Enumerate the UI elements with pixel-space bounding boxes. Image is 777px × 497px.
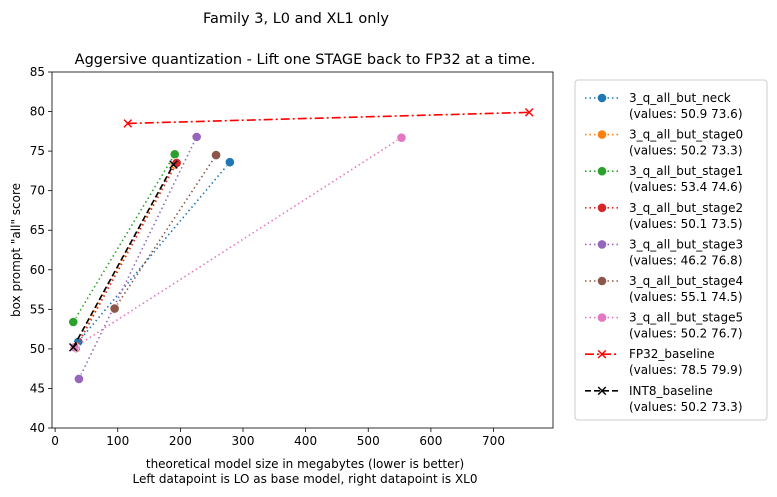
data-point-FP32_baseline	[123, 119, 133, 128]
legend-label-3_q_all_but_stage5: 3_q_all_but_stage5	[629, 311, 743, 325]
x-axis-label-line1: theoretical model size in megabytes (low…	[146, 457, 464, 471]
y-axis-label: box prompt "all" score	[9, 183, 23, 317]
legend-values-3_q_all_but_neck: (values: 50.9 73.6)	[629, 107, 743, 121]
data-point-3_q_all_but_stage5	[396, 132, 407, 143]
legend-values-3_q_all_but_stage0: (values: 50.2 73.3)	[629, 144, 743, 158]
x-tick-label: 300	[232, 434, 255, 448]
legend-marker-INT8_baseline	[597, 386, 607, 396]
legend-marker-3_q_all_but_stage3	[596, 239, 608, 250]
legend-label-3_q_all_but_stage3: 3_q_all_but_stage3	[629, 237, 743, 251]
legend-values-3_q_all_but_stage1: (values: 53.4 74.6)	[629, 180, 743, 194]
x-axis-label-line2: Left datapoint is LO as base model, righ…	[133, 472, 478, 486]
legend-marker-3_q_all_but_stage5	[596, 312, 608, 323]
series-line-FP32_baseline	[127, 111, 530, 125]
legend-values-3_q_all_but_stage4: (values: 55.1 74.5)	[629, 290, 743, 304]
chart-title: Aggersive quantization - Lift one STAGE …	[75, 52, 536, 68]
legend-label-3_q_all_but_neck: 3_q_all_but_neck	[629, 91, 731, 105]
y-tick-label: 70	[30, 184, 45, 198]
legend-values-INT8_baseline: (values: 50.2 73.3)	[629, 400, 743, 414]
series-line-3_q_all_but_stage0	[73, 164, 176, 348]
legend-marker-3_q_all_but_stage1	[596, 166, 608, 177]
y-tick-label: 85	[30, 65, 45, 79]
legend-marker-3_q_all_but_neck	[596, 92, 608, 104]
y-tick-label: 45	[30, 381, 45, 395]
x-tick-label: 0	[51, 434, 59, 448]
y-tick-label: 55	[30, 302, 45, 316]
legend-label-3_q_all_but_stage2: 3_q_all_but_stage2	[629, 201, 743, 215]
y-tick-label: 50	[30, 342, 45, 356]
data-point-3_q_all_but_stage3	[191, 131, 202, 142]
y-tick-label: 60	[30, 263, 45, 277]
series-line-3_q_all_but_stage2	[75, 162, 178, 349]
plot-area: 0 100 200 300 400 500 600 700 40 45 50 55 60 65 70 75 80…	[30, 65, 554, 448]
data-point-3_q_all_but_stage1	[169, 149, 180, 160]
series-line-3_q_all_but_stage5	[74, 136, 402, 348]
legend-label-INT8_baseline: INT8_baseline	[629, 384, 713, 398]
legend-marker-FP32_baseline	[597, 349, 607, 359]
legend-label-3_q_all_but_stage0: 3_q_all_but_stage0	[629, 128, 743, 142]
data-point-3_q_all_but_stage1	[68, 316, 79, 328]
x-tick-label: 600	[419, 434, 442, 448]
series-line-3_q_all_but_neck	[77, 161, 231, 343]
plot-frame	[51, 71, 554, 429]
legend-values-3_q_all_but_stage5: (values: 50.2 76.7)	[629, 327, 743, 341]
series-line-3_q_all_but_stage3	[78, 136, 198, 380]
x-tick-label: 700	[482, 434, 505, 448]
y-tick-label: 65	[30, 223, 45, 237]
y-tick-label: 40	[30, 421, 45, 435]
data-point-INT8_baseline	[169, 160, 178, 169]
x-tick-label: 100	[106, 434, 129, 448]
data-point-3_q_all_but_stage4	[109, 303, 120, 314]
data-point-3_q_all_but_stage4	[210, 149, 222, 161]
data-point-3_q_all_but_stage3	[73, 373, 85, 385]
series-line-3_q_all_but_stage1	[72, 153, 176, 323]
data-point-INT8_baseline	[68, 343, 78, 352]
series-line-3_q_all_but_stage4	[113, 154, 217, 309]
legend-values-3_q_all_but_stage2: (values: 50.1 73.5)	[629, 217, 743, 231]
data-point-FP32_baseline	[524, 108, 534, 117]
data-point-3_q_all_but_neck	[224, 157, 235, 168]
legend-marker-3_q_all_but_stage4	[596, 275, 608, 287]
chart-suptitle: Family 3, L0 and XL1 only	[203, 11, 389, 27]
legend-label-3_q_all_but_stage4: 3_q_all_but_stage4	[629, 274, 743, 288]
x-tick-label: 500	[357, 434, 380, 448]
legend: 3_q_all_but_neck (values: 50.9 73.6) 3_q_a…	[574, 79, 768, 421]
legend-label-FP32_baseline: FP32_baseline	[629, 347, 715, 361]
legend-marker-3_q_all_but_stage0	[596, 129, 608, 140]
series-line-INT8_baseline	[72, 164, 175, 348]
x-tick-label: 200	[169, 434, 192, 448]
data-point-3_q_all_but_stage2	[171, 157, 182, 169]
legend-values-FP32_baseline: (values: 78.5 79.9)	[629, 363, 743, 377]
data-point-3_q_all_but_stage5	[69, 342, 80, 353]
y-tick-label: 80	[30, 105, 45, 119]
x-tick-label: 400	[294, 434, 317, 448]
legend-marker-3_q_all_but_stage2	[596, 202, 608, 213]
legend-values-3_q_all_but_stage3: (values: 46.2 76.8)	[629, 253, 743, 267]
legend-box	[574, 79, 768, 421]
y-tick-label: 75	[30, 144, 45, 158]
legend-label-3_q_all_but_stage1: 3_q_all_but_stage1	[629, 164, 743, 178]
